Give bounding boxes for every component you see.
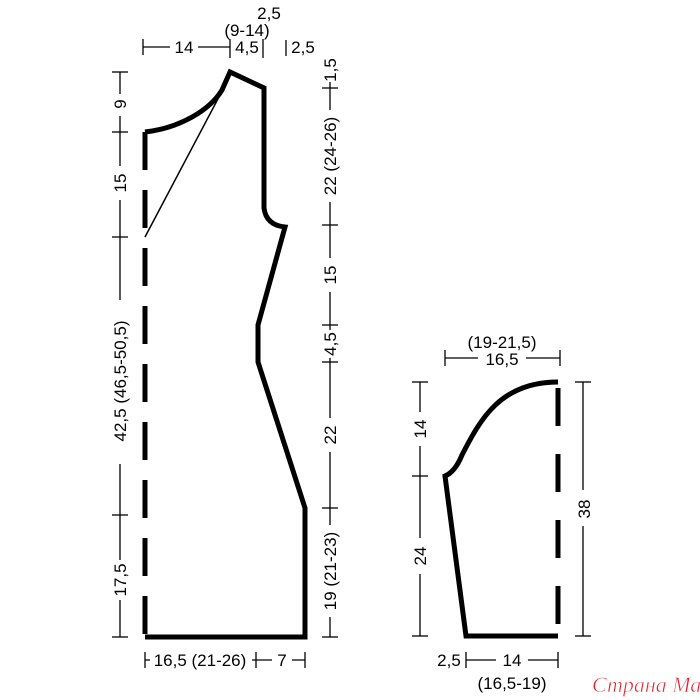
dim-bottom-extra: 7 — [277, 651, 286, 670]
dim-sleeve-bottom: 14 — [503, 651, 522, 670]
dim-waist: 4,5 — [321, 332, 340, 356]
body-bottom-dimensions: 16,5 (21-26) 7 — [144, 650, 306, 670]
dim-armhole: 22 (24-26) — [321, 117, 340, 195]
neckline-guide — [144, 94, 221, 238]
body-outline — [144, 68, 308, 640]
dim-neck-inner: 4,5 — [235, 38, 259, 57]
dim-sleeve-offset: 2,5 — [437, 651, 461, 670]
dim-shoulder-slope: 1,5 — [321, 58, 340, 82]
dim-sleeve-length: 38 — [575, 500, 594, 519]
dim-bottom-width: 16,5 (21-26) — [154, 651, 247, 670]
dim-hem-side: 19 (21-23) — [321, 532, 340, 610]
sleeve-outline — [442, 379, 559, 639]
dim-sleeve-top-range: (19-21,5) — [468, 333, 537, 352]
dim-shoulder-right: 2,5 — [291, 38, 315, 57]
dim-sleeve-lower: 24 — [411, 547, 430, 566]
dim-upper: 15 — [111, 174, 130, 193]
sleeve-dimensions: 16,5 (19-21,5) 14 24 38 14 2,5 (16,5-19) — [410, 333, 594, 693]
dim-neck-range: (9-14) — [224, 21, 269, 40]
dim-shoulder-left: 14 — [175, 38, 194, 57]
dim-neck-top: 2,5 — [257, 4, 281, 23]
dim-sleeve-cap: 14 — [411, 420, 430, 439]
body-top-dimensions: 14 4,5 (9-14) 2,5 2,5 — [142, 4, 315, 58]
dim-upper-side: 15 — [321, 266, 340, 285]
dim-sleeve-top: 16,5 — [485, 350, 518, 369]
body-right-dimensions: 1,5 22 (24-26) 15 4,5 22 19 (21-23) — [320, 52, 340, 638]
body-left-dimensions: 9 15 42,5 (46,5-50,5) 17,5 — [110, 71, 130, 638]
dim-neck-depth: 9 — [111, 99, 130, 108]
dim-lower-side: 22 — [321, 426, 340, 445]
dim-length: 42,5 (46,5-50,5) — [111, 321, 130, 442]
watermark: Страна Мам — [592, 672, 700, 697]
dim-bottom: 17,5 — [111, 563, 130, 596]
dim-sleeve-bottom-range: (16,5-19) — [478, 674, 547, 693]
